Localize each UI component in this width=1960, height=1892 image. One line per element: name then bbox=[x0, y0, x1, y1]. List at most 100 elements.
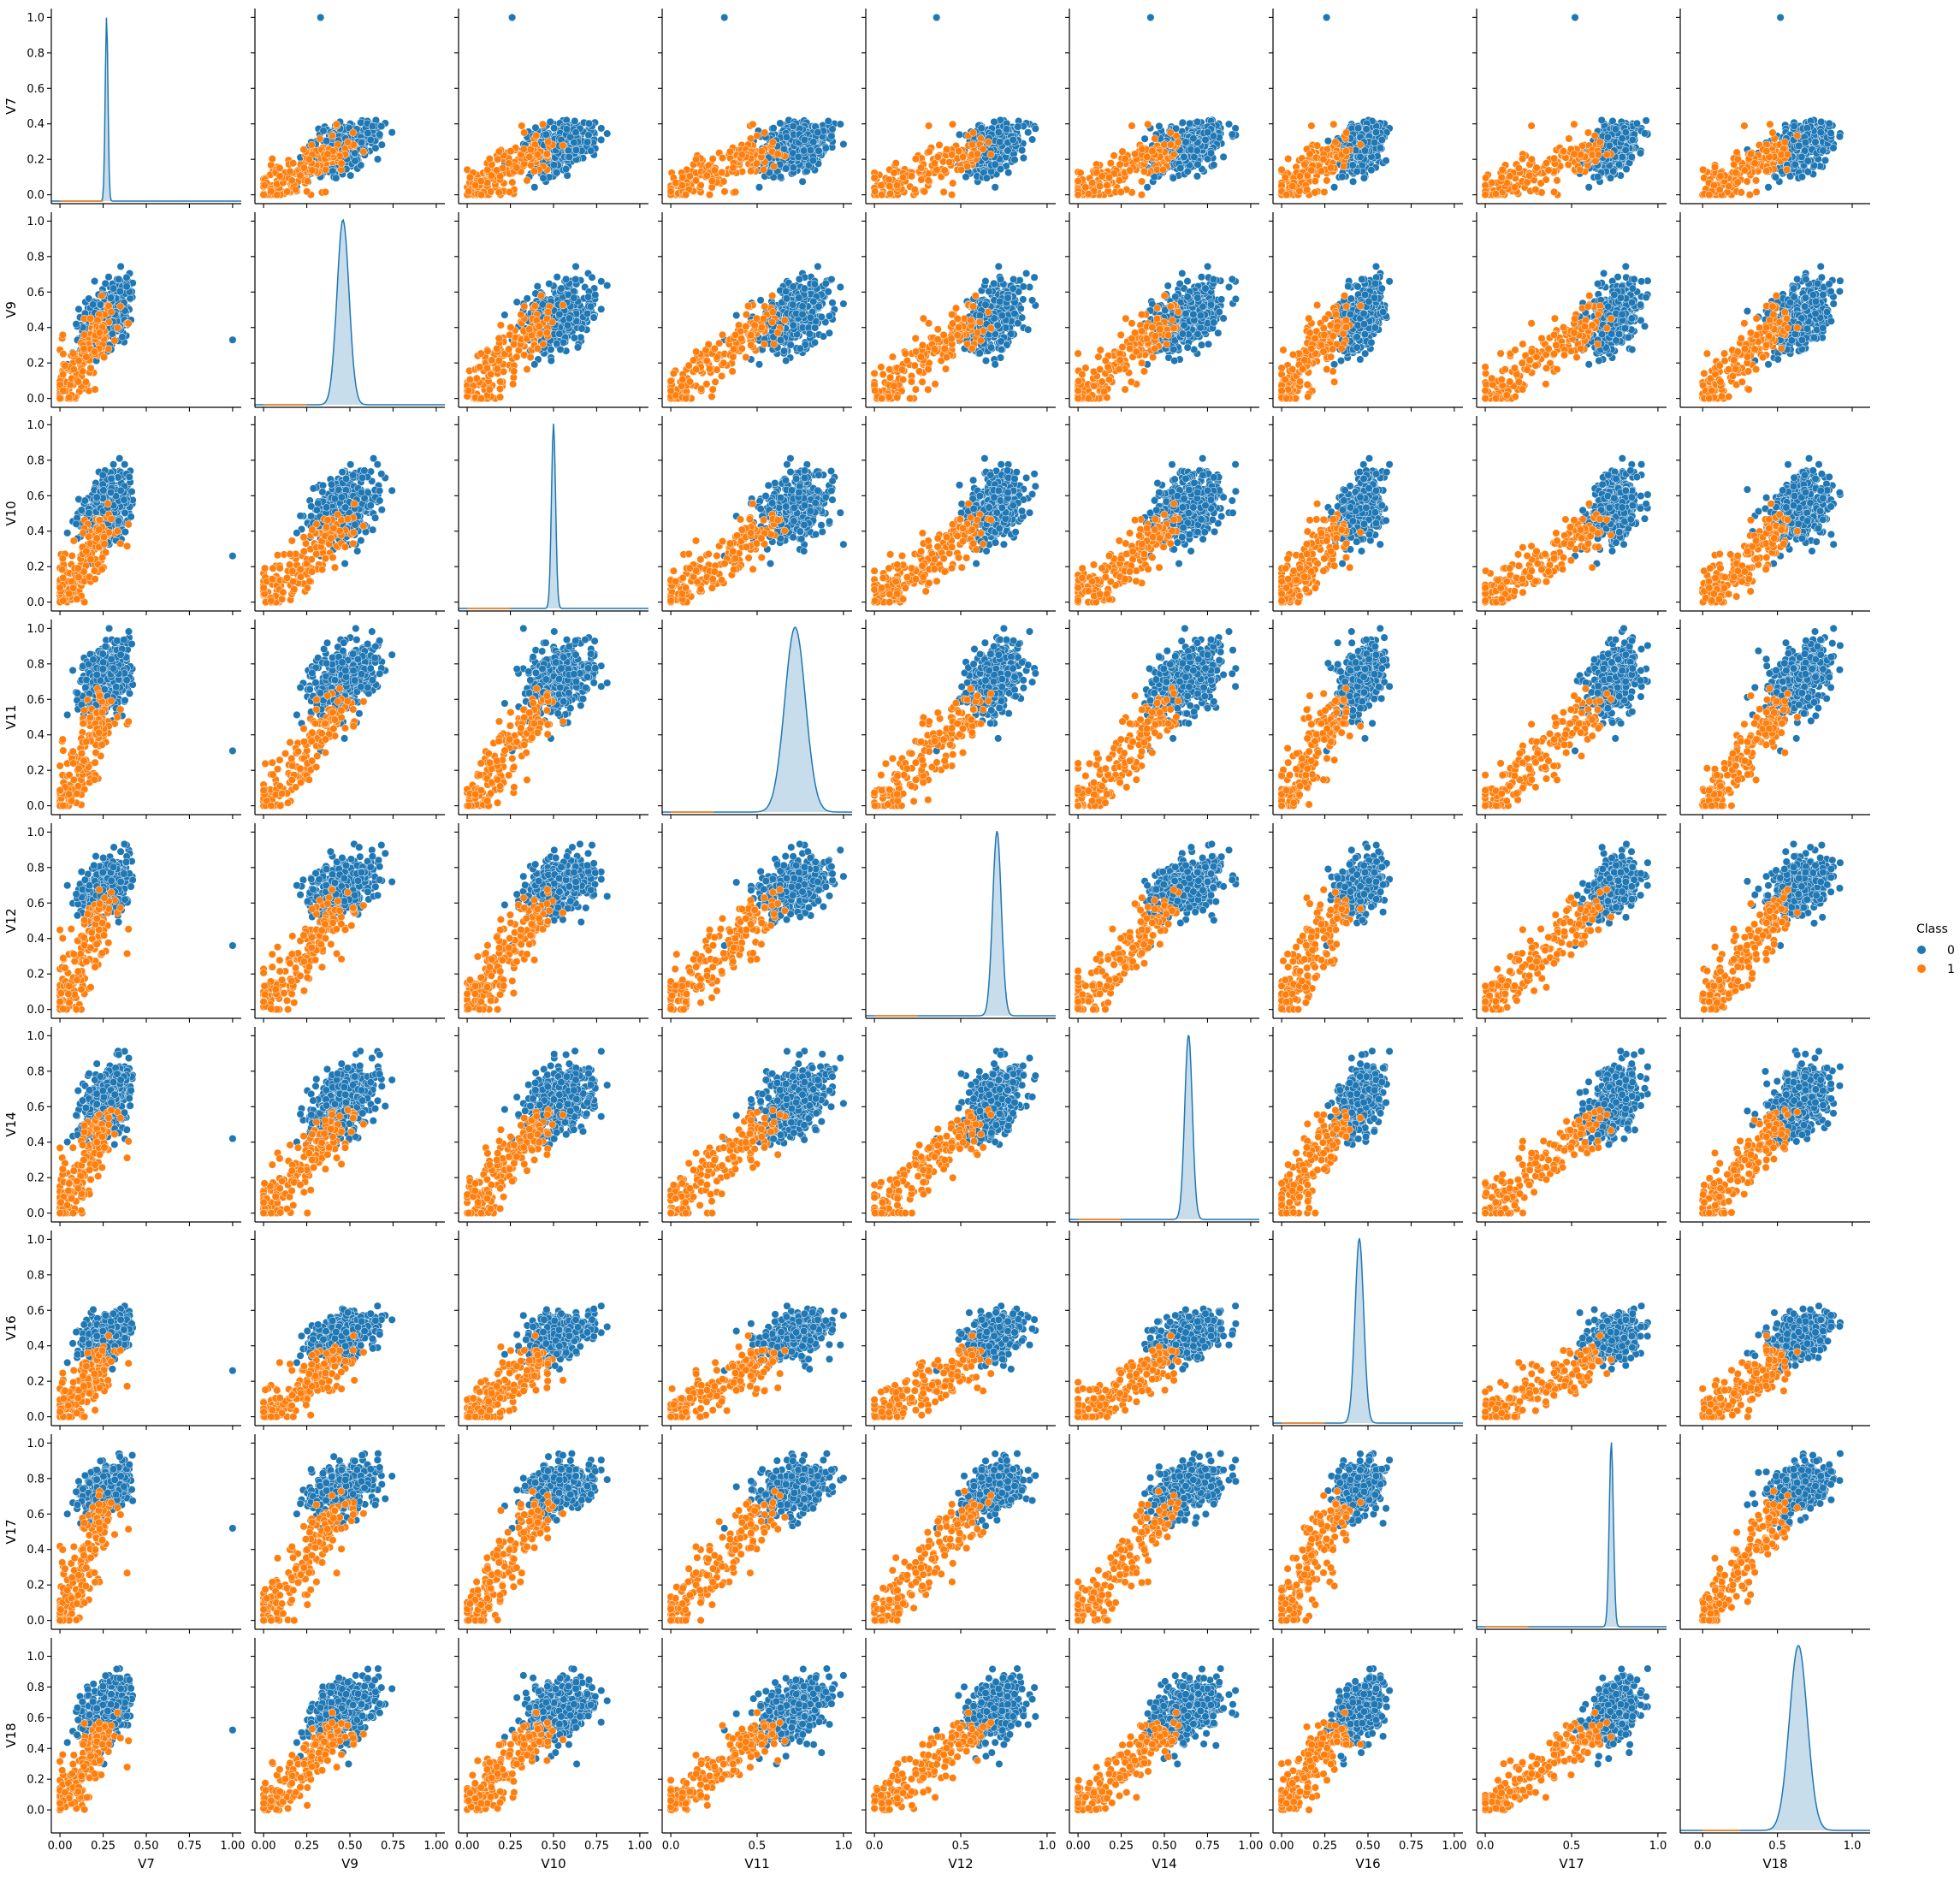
point-class-0 bbox=[1606, 174, 1615, 182]
panel-V7-vs-V16 bbox=[1269, 9, 1463, 208]
point-class-1 bbox=[321, 187, 329, 196]
panel-V7-vs-V18 bbox=[1676, 9, 1870, 208]
point-class-1 bbox=[1590, 132, 1599, 140]
point-class-1 bbox=[877, 181, 885, 190]
point-class-0 bbox=[1323, 13, 1331, 21]
point-class-0 bbox=[584, 119, 594, 128]
point-class-1 bbox=[1710, 163, 1720, 171]
point-class-0 bbox=[1835, 133, 1844, 141]
point-class-0 bbox=[1024, 128, 1033, 137]
point-class-1 bbox=[471, 181, 480, 190]
point-class-0 bbox=[584, 131, 593, 139]
point-class-0 bbox=[1206, 149, 1216, 157]
point-class-1 bbox=[1514, 163, 1523, 173]
point-class-0 bbox=[1031, 124, 1039, 133]
point-class-0 bbox=[1189, 134, 1198, 143]
point-class-1 bbox=[1705, 191, 1714, 199]
point-class-0 bbox=[562, 165, 571, 174]
point-class-1 bbox=[1148, 147, 1157, 156]
point-class-0 bbox=[1224, 120, 1234, 128]
point-class-0 bbox=[808, 157, 817, 165]
point-class-0 bbox=[1371, 139, 1379, 147]
point-class-1 bbox=[532, 132, 541, 140]
point-class-1 bbox=[1106, 159, 1115, 168]
point-class-0 bbox=[1201, 135, 1210, 144]
point-class-0 bbox=[1791, 160, 1799, 169]
point-class-0 bbox=[996, 138, 1004, 146]
panel-V7-vs-V9 bbox=[251, 9, 445, 208]
panel-V7-vs-V11 bbox=[658, 9, 852, 208]
point-class-0 bbox=[1772, 173, 1780, 181]
point-class-1 bbox=[1131, 150, 1140, 158]
point-class-1 bbox=[307, 140, 316, 150]
point-class-1 bbox=[1320, 187, 1329, 196]
point-class-0 bbox=[1797, 152, 1806, 161]
point-class-1 bbox=[1527, 122, 1536, 130]
point-class-1 bbox=[542, 150, 551, 158]
point-class-0 bbox=[1603, 133, 1612, 141]
point-class-1 bbox=[506, 147, 515, 156]
point-class-1 bbox=[1745, 191, 1754, 199]
point-class-0 bbox=[1204, 128, 1212, 137]
point-class-1 bbox=[760, 165, 768, 174]
point-class-1 bbox=[465, 187, 473, 196]
point-class-1 bbox=[518, 122, 526, 130]
point-class-0 bbox=[531, 123, 540, 132]
point-class-1 bbox=[538, 120, 548, 128]
point-class-1 bbox=[1074, 191, 1082, 199]
point-class-0 bbox=[553, 169, 561, 177]
y-axis-label: V7 bbox=[3, 98, 19, 115]
panel-V7-vs-V14 bbox=[1065, 9, 1259, 208]
point-class-0 bbox=[1009, 135, 1017, 144]
point-class-0 bbox=[1359, 174, 1369, 182]
point-class-1 bbox=[292, 186, 300, 194]
point-class-0 bbox=[1193, 117, 1202, 126]
point-class-1 bbox=[890, 169, 898, 177]
point-class-0 bbox=[1367, 166, 1376, 175]
point-class-1 bbox=[1570, 120, 1578, 128]
point-class-1 bbox=[1288, 182, 1297, 191]
point-class-0 bbox=[806, 146, 814, 155]
point-class-0 bbox=[565, 152, 573, 161]
point-class-0 bbox=[1584, 183, 1593, 192]
point-class-1 bbox=[878, 191, 886, 199]
point-class-0 bbox=[1371, 128, 1381, 137]
point-class-0 bbox=[1803, 168, 1812, 176]
point-class-1 bbox=[1542, 175, 1550, 184]
point-class-1 bbox=[508, 178, 517, 187]
point-class-0 bbox=[1155, 122, 1164, 130]
point-class-1 bbox=[917, 175, 926, 184]
point-class-1 bbox=[1118, 147, 1127, 156]
point-class-1 bbox=[485, 155, 494, 163]
point-class-1 bbox=[268, 155, 276, 163]
point-class-0 bbox=[1642, 116, 1650, 125]
point-class-0 bbox=[1797, 173, 1806, 181]
point-class-0 bbox=[357, 139, 366, 147]
point-class-1 bbox=[1559, 147, 1567, 156]
point-class-1 bbox=[282, 187, 292, 196]
point-class-0 bbox=[1349, 177, 1358, 186]
point-class-1 bbox=[702, 171, 711, 180]
point-class-0 bbox=[1228, 130, 1236, 139]
point-class-0 bbox=[530, 183, 539, 192]
point-class-1 bbox=[1577, 151, 1585, 159]
point-class-0 bbox=[351, 149, 359, 157]
point-class-1 bbox=[1498, 165, 1507, 174]
point-class-1 bbox=[1602, 150, 1611, 159]
point-class-0 bbox=[366, 135, 375, 144]
point-class-1 bbox=[678, 173, 687, 181]
point-class-1 bbox=[349, 128, 358, 137]
point-class-1 bbox=[737, 151, 746, 159]
point-class-1 bbox=[692, 155, 701, 163]
point-class-0 bbox=[368, 122, 376, 131]
point-class-1 bbox=[1780, 138, 1789, 146]
point-class-1 bbox=[1327, 163, 1335, 172]
point-class-0 bbox=[1795, 141, 1803, 150]
point-class-0 bbox=[1821, 156, 1830, 164]
point-class-1 bbox=[1341, 147, 1351, 156]
point-class-1 bbox=[1295, 172, 1305, 181]
point-class-1 bbox=[322, 165, 330, 174]
point-class-1 bbox=[1282, 191, 1291, 199]
point-class-1 bbox=[984, 138, 992, 146]
point-class-1 bbox=[870, 174, 879, 182]
